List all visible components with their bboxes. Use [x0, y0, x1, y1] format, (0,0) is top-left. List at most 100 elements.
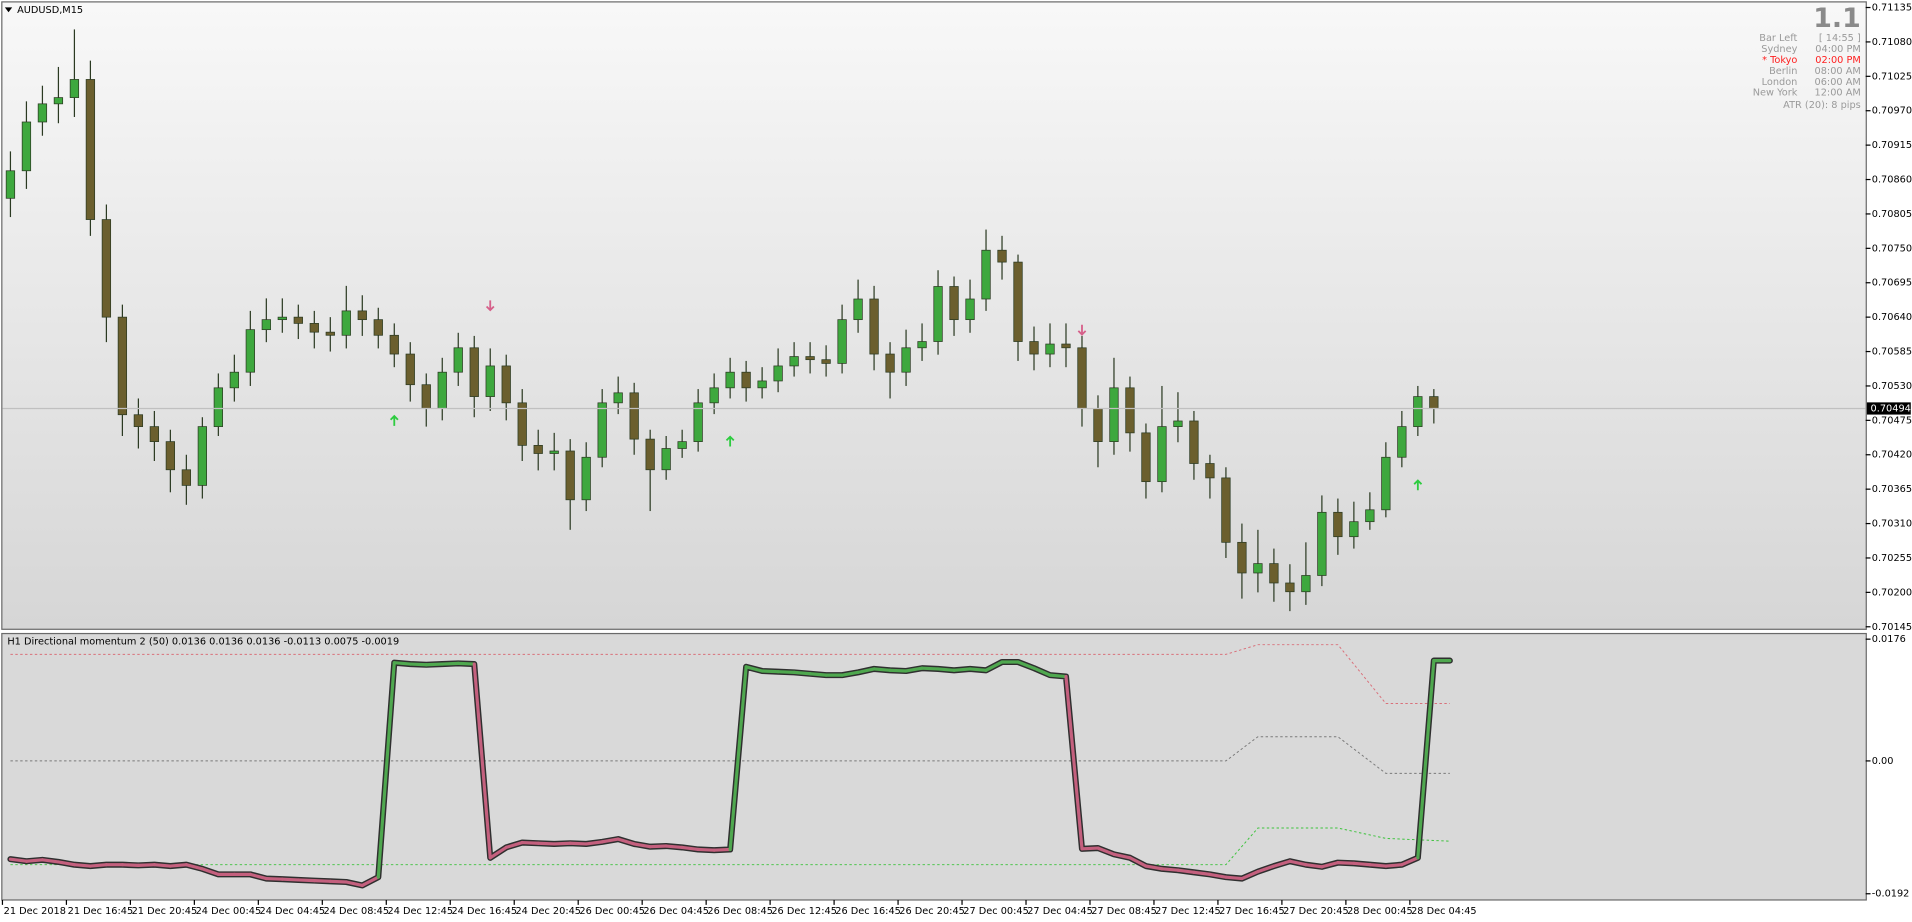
candle-body: [293, 316, 303, 324]
momentum-segment: [856, 667, 876, 674]
y-tick-label: 0.70970: [1872, 106, 1912, 117]
y-tick-label: 0.70640: [1872, 312, 1912, 323]
candle-body: [149, 426, 160, 442]
momentum-segment: [72, 863, 92, 868]
candle-body: [117, 316, 128, 416]
momentum-segment: [1384, 863, 1404, 868]
x-tick-label: 28 Dec 04:45: [1411, 906, 1477, 917]
momentum-segment: [968, 667, 988, 672]
momentum-segment: [664, 844, 684, 849]
x-tick-label: 24 Dec 20:45: [515, 906, 581, 917]
buy-arrow: [389, 414, 399, 426]
momentum-segment: [152, 863, 172, 868]
candle-body: [277, 316, 287, 321]
info-label: * Tokyo: [1762, 55, 1797, 66]
candle-body: [1077, 347, 1087, 409]
y-tick-label: 0.70530: [1872, 381, 1912, 392]
candle-body: [1189, 420, 1199, 464]
momentum-segment: [24, 858, 45, 863]
candle-body: [85, 79, 96, 220]
y-tick-label: 0.71135: [1872, 3, 1912, 14]
momentum-segment: [1128, 856, 1148, 868]
momentum-segment: [696, 847, 716, 852]
candle-body: [261, 319, 271, 331]
momentum-segment: [408, 662, 428, 667]
momentum-segment: [1160, 867, 1180, 872]
y-tick-label: 0.70695: [1872, 278, 1912, 289]
momentum-segment: [1032, 666, 1052, 677]
y-tick-label: 0.71025: [1872, 71, 1912, 82]
candle-body: [789, 356, 799, 367]
indicator-title: H1 Directional momentum 2 (50) 0.0136 0.…: [7, 636, 399, 647]
x-tick-label: 21 Dec 2018: [4, 906, 66, 917]
candle-body: [1061, 343, 1071, 349]
momentum-segment: [1096, 846, 1116, 856]
candle-body: [725, 371, 735, 389]
y-tick-label: 0.70860: [1872, 175, 1912, 186]
info-label: New York: [1753, 88, 1798, 99]
candle-body: [709, 387, 719, 404]
momentum-segment: [440, 661, 460, 666]
momentum-segment: [616, 837, 636, 846]
momentum-segment: [1048, 673, 1068, 679]
x-tick-label: 26 Dec 00:45: [579, 906, 645, 917]
candle-body: [901, 347, 911, 373]
momentum-segment: [808, 672, 828, 677]
candle-body: [581, 456, 591, 501]
candle-body: [549, 450, 559, 454]
x-tick-label: 26 Dec 04:45: [643, 906, 709, 917]
candle-body: [933, 286, 943, 342]
x-tick-label: 24 Dec 16:45: [451, 906, 517, 917]
momentum-segment: [1416, 659, 1436, 860]
candle-body: [389, 334, 399, 355]
momentum-segment: [648, 844, 668, 849]
momentum-segment: [168, 863, 188, 868]
sell-arrow: [485, 300, 495, 312]
y-tick-label: -0.0192: [1872, 889, 1910, 900]
momentum-segment: [1080, 846, 1100, 851]
y-tick-label: 0.70585: [1872, 347, 1912, 358]
x-tick-label: 24 Dec 04:45: [260, 906, 326, 917]
momentum-segment: [120, 863, 140, 867]
momentum-segment: [936, 667, 956, 672]
candle-body: [885, 353, 895, 373]
candle-body: [181, 469, 191, 486]
candle-body: [245, 329, 255, 373]
candle-body: [869, 298, 879, 355]
y-tick-label: 0.70750: [1872, 243, 1912, 254]
momentum-segment: [1064, 674, 1084, 851]
info-value: [ 14:55 ]: [1819, 33, 1861, 44]
momentum-segment: [1112, 852, 1132, 860]
candle-body: [853, 298, 863, 321]
candle-body: [1301, 575, 1311, 593]
candle-body: [1269, 563, 1279, 584]
band-line: [10, 736, 1450, 774]
momentum-segment: [56, 860, 76, 867]
x-tick-label: 27 Dec 12:45: [1155, 906, 1221, 917]
info-value: 06:00 AM: [1815, 77, 1861, 88]
candle-body: [229, 371, 239, 389]
current-price-box: [1866, 402, 1911, 415]
buy-arrow: [1413, 479, 1423, 491]
band-line: [10, 644, 1450, 704]
menu-triangle[interactable]: [4, 7, 13, 13]
info-label: Bar Left: [1759, 33, 1797, 44]
y-tick-label: 0.70805: [1872, 209, 1912, 220]
candle-body: [645, 438, 655, 471]
x-tick-label: 27 Dec 08:45: [1091, 906, 1157, 917]
candle-body: [1285, 582, 1295, 593]
candle-body: [677, 441, 687, 449]
momentum-segment: [1144, 864, 1164, 871]
current-price-label: 0.70494: [1871, 403, 1911, 414]
candle-body: [1221, 477, 1231, 543]
candle-body: [837, 319, 847, 364]
momentum-segment: [344, 880, 364, 888]
x-tick-label: 21 Dec 20:45: [132, 906, 198, 917]
momentum-segment: [792, 670, 812, 676]
momentum-segment: [488, 845, 508, 860]
candle-body: [1141, 432, 1151, 483]
candle-body: [69, 79, 80, 98]
candle-body: [197, 426, 207, 486]
candle-body: [1013, 261, 1023, 342]
info-footer: ATR (20): 8 pips: [1783, 100, 1861, 111]
